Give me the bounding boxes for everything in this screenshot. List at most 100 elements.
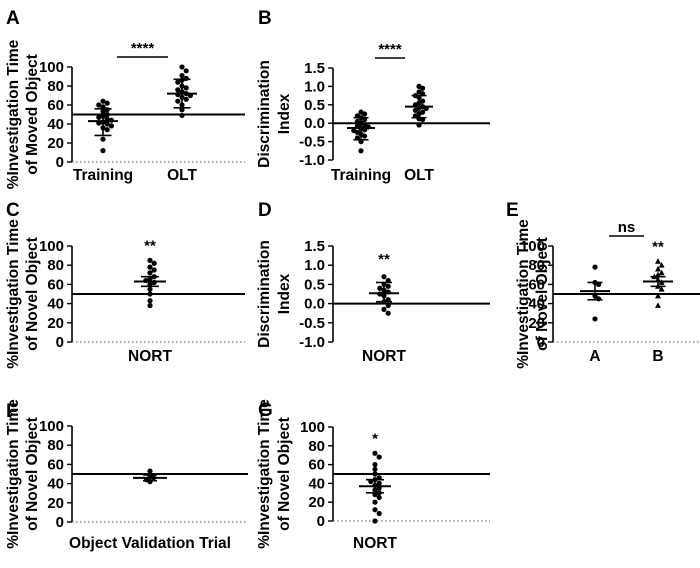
data-point <box>372 450 378 456</box>
y-tick-label: 60 <box>528 276 545 293</box>
y-tick-label: 1.0 <box>304 257 325 274</box>
data-point <box>385 310 391 316</box>
data-point <box>147 264 153 270</box>
category-label: Training <box>73 167 133 184</box>
category-label: Training <box>331 167 391 184</box>
y-axis-title: Discrimination <box>256 60 273 168</box>
y-axis-title: Index <box>276 93 293 134</box>
category-label: OLT <box>167 167 197 184</box>
data-point <box>179 72 185 79</box>
y-tick-label: 80 <box>47 78 64 95</box>
data-point <box>658 286 665 292</box>
y-axis-title: of Novel Object <box>24 417 41 531</box>
y-axis-title: %Investigation Time <box>256 399 273 549</box>
y-axis-title: Index <box>276 273 293 314</box>
y-tick-label: 80 <box>528 257 545 274</box>
data-point <box>175 98 181 104</box>
significance-label: **** <box>131 40 155 57</box>
data-point <box>372 507 378 513</box>
data-point <box>183 96 189 102</box>
data-point <box>96 114 102 120</box>
y-tick-label: 1.5 <box>304 238 325 255</box>
y-tick-label: 1.5 <box>304 60 325 77</box>
y-tick-label: 60 <box>47 97 64 114</box>
data-point <box>362 133 368 139</box>
panel-b: B -1.0-0.5 0.00.5 1.01.5 Discrimination Index… <box>256 8 490 184</box>
significance-label: **** <box>378 41 402 58</box>
y-axis-title: of Moved Object <box>24 54 41 175</box>
y-tick-label: 60 <box>308 457 325 474</box>
data-point <box>381 274 387 280</box>
data-point <box>179 112 185 119</box>
y-axis-title: Discrimination <box>256 240 273 348</box>
y-axis-title: of Novel Object <box>24 237 41 351</box>
data-point <box>658 269 665 276</box>
data-point <box>592 316 598 322</box>
panel-f: F 0 20 40 60 80 100 %Investigation Time of Novel… <box>5 399 248 552</box>
data-point <box>175 79 181 85</box>
y-tick-label: -1.0 <box>299 152 325 169</box>
y-tick-label: 100 <box>300 419 325 436</box>
y-tick-label: 40 <box>47 296 64 313</box>
data-point <box>100 98 106 104</box>
data-point <box>372 471 378 477</box>
panel-letter: E <box>506 200 519 221</box>
data-point <box>655 271 661 278</box>
data-point <box>412 107 418 113</box>
y-tick-label: 0.5 <box>304 97 325 114</box>
panel-letter: C <box>6 200 20 221</box>
data-point <box>655 265 661 272</box>
data-point <box>385 302 391 309</box>
y-tick-label: -1.0 <box>299 334 325 351</box>
y-tick-label: 20 <box>528 315 545 332</box>
panel-letter: A <box>6 8 20 29</box>
data-point <box>183 68 189 74</box>
data-point <box>183 85 189 91</box>
data-point <box>104 127 110 133</box>
significance-label: ** <box>378 251 390 268</box>
y-axis-title: of Novel Object <box>276 417 293 531</box>
category-label: OLT <box>404 167 434 184</box>
data-point <box>151 267 157 273</box>
data-point <box>376 454 382 460</box>
y-tick-label: 80 <box>308 438 325 455</box>
y-tick-label: 1.0 <box>304 78 325 95</box>
data-point <box>420 85 426 91</box>
panel-c: C 0 20 40 60 80 100 %Investigation Time of Novel… <box>5 200 245 369</box>
significance-label: ** <box>144 237 156 254</box>
data-point <box>385 283 391 289</box>
panel-d: D -1.0 -0.5 0.0 0.5 1.0 1.5 Discrimination Index… <box>256 200 490 365</box>
y-tick-label: 20 <box>308 494 325 511</box>
significance-label: ns <box>618 219 636 236</box>
panel-a: A 0 20 40 60 80 100 %Investigation Time of Moved… <box>5 8 245 189</box>
data-point <box>655 302 661 308</box>
panel-letter: F <box>6 401 18 422</box>
y-tick-label: -0.5 <box>299 134 325 151</box>
y-tick-label: 80 <box>47 257 64 274</box>
category-label: NORT <box>362 348 406 365</box>
category-label: A <box>589 348 600 365</box>
category-label: NORT <box>353 535 397 552</box>
data-point <box>358 148 364 154</box>
data-point <box>104 121 110 127</box>
data-point <box>655 258 661 264</box>
category-label: B <box>652 348 663 365</box>
data-point <box>151 260 157 266</box>
data-point <box>655 292 661 299</box>
data-point <box>372 462 378 468</box>
data-point <box>175 87 181 93</box>
y-tick-label: 40 <box>308 475 325 492</box>
data-point <box>381 306 387 312</box>
data-point <box>104 100 110 106</box>
y-tick-label: 20 <box>47 495 64 512</box>
data-point <box>592 264 598 270</box>
y-tick-label: 100 <box>39 238 64 255</box>
data-point <box>362 111 368 117</box>
y-axis-title: %Investigation Time <box>515 219 532 369</box>
data-point <box>658 262 665 268</box>
y-axis-title: %Investigation Time <box>5 39 22 189</box>
y-tick-label: 60 <box>47 276 64 293</box>
data-point <box>596 296 602 302</box>
y-tick-label: 100 <box>520 238 545 255</box>
